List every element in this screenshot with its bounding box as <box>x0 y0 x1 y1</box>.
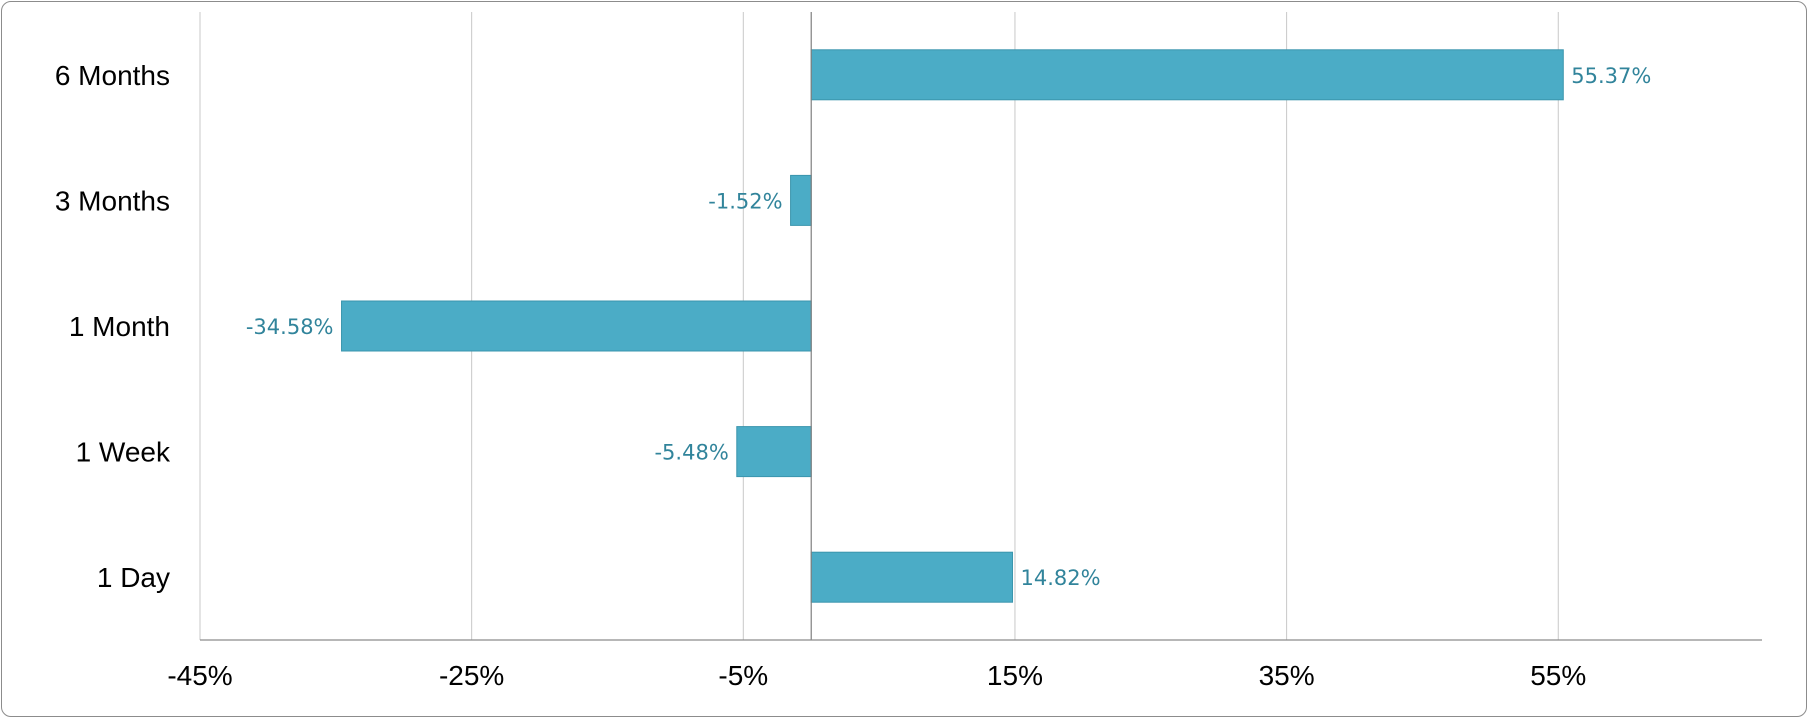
bar-1-week <box>736 426 812 478</box>
category-label: 1 Day <box>97 562 170 593</box>
category-label: 6 Months <box>55 60 170 91</box>
data-label: 14.82% <box>1021 566 1101 590</box>
x-tick-label: 35% <box>1259 660 1315 691</box>
x-tick-label: -45% <box>167 660 232 691</box>
data-label: 55.37% <box>1571 64 1651 88</box>
bar-1-day <box>810 551 1014 603</box>
x-tick-label: -5% <box>718 660 768 691</box>
data-label: -5.48% <box>654 441 728 465</box>
data-label: -34.58% <box>246 315 334 339</box>
bar-6-months <box>810 49 1564 101</box>
bar-3-months <box>790 174 812 226</box>
x-tick-label: 55% <box>1530 660 1586 691</box>
category-label: 3 Months <box>55 185 170 216</box>
gridlines <box>199 12 1559 640</box>
category-label: 1 Month <box>69 311 170 342</box>
category-label: 1 Week <box>76 437 171 468</box>
axes <box>200 12 1762 641</box>
x-tick-label: -25% <box>439 660 504 691</box>
bar-1-month <box>341 300 812 352</box>
bars <box>341 49 1564 603</box>
x-tick-label: 15% <box>987 660 1043 691</box>
data-label: -1.52% <box>708 189 782 213</box>
labels: -45% -25% -5% 15% 35% 55% 6 Months 55.37% 3 Mont… <box>55 60 1652 691</box>
